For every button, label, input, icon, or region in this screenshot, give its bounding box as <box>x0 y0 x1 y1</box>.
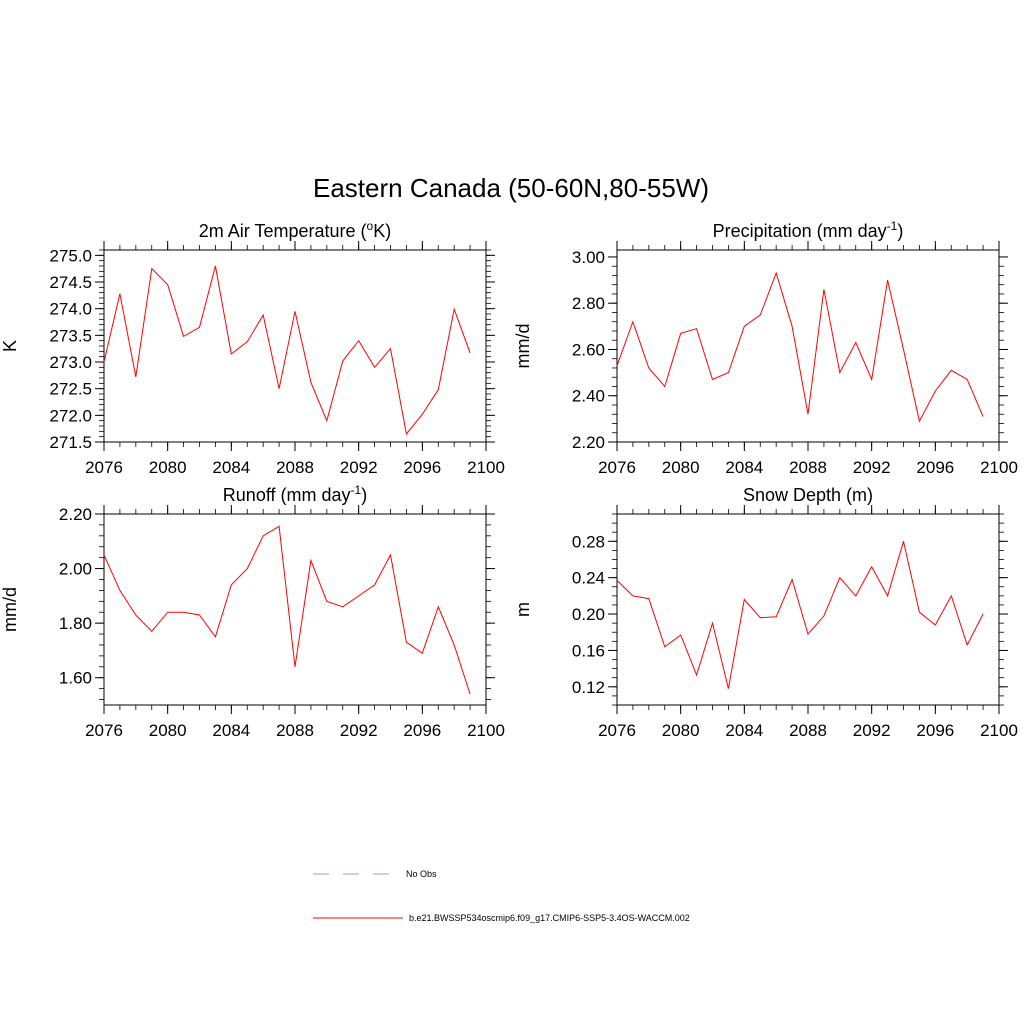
y-tick-label: 0.28 <box>572 532 605 551</box>
y-tick-label: 272.5 <box>49 380 92 399</box>
y-tick-label: 0.16 <box>572 641 605 660</box>
panel-title: Precipitation (mm day-1) <box>713 219 904 241</box>
x-tick-label: 2088 <box>276 721 314 740</box>
y-tick-label: 2.80 <box>572 294 605 313</box>
legend: No Obs b.e21.BWSSP534oscmip6.f09_g17.CMI… <box>313 869 690 923</box>
x-tick-label: 2100 <box>467 721 505 740</box>
series-line <box>616 271 984 423</box>
x-tick-label: 2092 <box>340 721 378 740</box>
x-tick-label: 2100 <box>467 458 505 477</box>
x-tick-label: 2084 <box>725 721 763 740</box>
y-tick-label: 1.80 <box>59 614 92 633</box>
y-tick-label: 2.20 <box>572 433 605 452</box>
y-axis-label: mm/d <box>0 587 20 632</box>
y-tick-label: 0.24 <box>572 569 605 588</box>
panel-runoff: 1.60 1.80 2.00 2.20 2076 2080 2084 2088 2092 2096… <box>0 483 505 740</box>
y-tick-label: 275.0 <box>49 246 92 265</box>
x-tick-label: 2080 <box>149 458 187 477</box>
y-tick-label: 1.60 <box>59 669 92 688</box>
y-tick-label: 3.00 <box>572 248 605 267</box>
plot-frame <box>103 513 487 706</box>
legend-label-model: b.e21.BWSSP534oscmip6.f09_g17.CMIP6-SSP5… <box>409 913 690 923</box>
x-tick-label: 2088 <box>276 458 314 477</box>
x-tick-label: 2076 <box>85 721 123 740</box>
y-tick-label: 271.5 <box>49 433 92 452</box>
x-tick-label: 2088 <box>789 721 827 740</box>
y-tick-label: 2.20 <box>59 505 92 524</box>
y-tick-label: 274.5 <box>49 273 92 292</box>
y-tick-label: 0.20 <box>572 605 605 624</box>
series-line <box>103 525 471 695</box>
x-tick-label: 2096 <box>916 721 954 740</box>
x-tick-label: 2076 <box>598 721 636 740</box>
panel-title-superscript: o <box>367 219 374 233</box>
y-tick-label: 2.40 <box>572 387 605 406</box>
panel-title: Snow Depth (m) <box>743 485 873 505</box>
panels: 271.5 272.0 272.5 273.0 273.5 274.0 274.5 275.0… <box>0 219 1018 740</box>
x-tick-label: 2080 <box>149 721 187 740</box>
panel-title-tail: K) <box>373 221 391 241</box>
series-line <box>103 265 471 436</box>
x-tick-label: 2092 <box>853 458 891 477</box>
panel-title: Runoff (mm day-1) <box>223 483 367 505</box>
panel-title-superscript: -1 <box>887 219 898 233</box>
x-tick-label: 2084 <box>212 458 250 477</box>
x-tick-label: 2096 <box>403 458 441 477</box>
panel-title-main: Snow Depth (m) <box>743 485 873 505</box>
x-tick-label: 2084 <box>725 458 763 477</box>
x-tick-label: 2100 <box>980 458 1018 477</box>
panel-title-main: Precipitation (mm day <box>713 221 887 241</box>
y-tick-label: 272.0 <box>49 406 92 425</box>
panel-title-tail: ) <box>361 485 367 505</box>
x-tick-label: 2084 <box>212 721 250 740</box>
x-tick-label: 2080 <box>662 721 700 740</box>
series-line <box>616 541 984 689</box>
x-tick-label: 2092 <box>853 721 891 740</box>
legend-label-no-obs: No Obs <box>406 869 437 879</box>
x-tick-label: 2096 <box>403 721 441 740</box>
panel-precipitation: 2.20 2.40 2.60 2.80 3.00 2076 2080 2084 2088 2092… <box>513 219 1018 477</box>
y-tick-label: 2.60 <box>572 340 605 359</box>
x-tick-label: 2076 <box>598 458 636 477</box>
y-tick-label: 273.5 <box>49 326 92 345</box>
y-axis-label: m <box>513 602 533 617</box>
y-tick-label: 273.0 <box>49 353 92 372</box>
y-tick-label: 274.0 <box>49 300 92 319</box>
y-axis-label: K <box>0 340 20 352</box>
panel-snow-depth: 0.12 0.16 0.20 0.24 0.28 2076 2080 2084 2088 2092… <box>513 485 1018 740</box>
x-tick-label: 2096 <box>916 458 954 477</box>
x-tick-label: 2100 <box>980 721 1018 740</box>
panel-title-tail: ) <box>897 221 903 241</box>
plot-frame <box>616 513 1000 706</box>
panel-title-main: 2m Air Temperature ( <box>199 221 367 241</box>
y-tick-label: 0.12 <box>572 678 605 697</box>
panel-temperature: 271.5 272.0 272.5 273.0 273.5 274.0 274.5 275.0… <box>0 219 505 477</box>
y-tick-label: 2.00 <box>59 560 92 579</box>
panel-title: 2m Air Temperature (oK) <box>199 219 391 241</box>
x-tick-label: 2092 <box>340 458 378 477</box>
x-tick-label: 2088 <box>789 458 827 477</box>
figure-title: Eastern Canada (50-60N,80-55W) <box>313 173 709 203</box>
y-axis-label: mm/d <box>513 324 533 369</box>
panel-title-main: Runoff (mm day <box>223 485 351 505</box>
x-tick-label: 2080 <box>662 458 700 477</box>
panel-title-superscript: -1 <box>351 483 362 497</box>
x-tick-label: 2076 <box>85 458 123 477</box>
